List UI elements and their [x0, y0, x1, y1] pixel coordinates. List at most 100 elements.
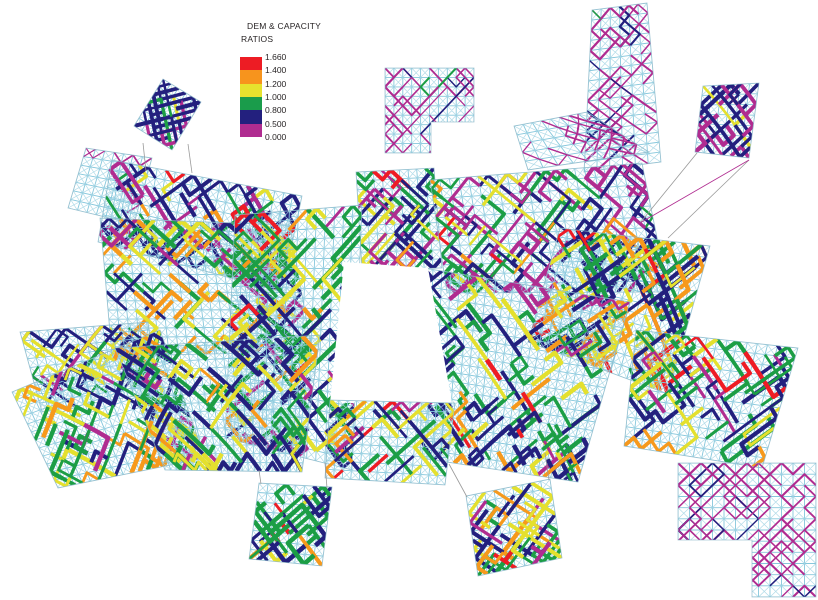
structural-member	[414, 249, 433, 270]
structural-member	[541, 423, 563, 452]
structural-member	[464, 215, 478, 237]
structural-member	[382, 196, 395, 217]
structural-member	[227, 321, 250, 342]
structural-member	[553, 339, 594, 357]
structural-member	[336, 407, 357, 420]
structural-member	[256, 540, 281, 562]
structural-member	[618, 15, 641, 46]
structural-member	[97, 423, 123, 481]
structural-member	[305, 206, 327, 230]
panel-right-mass	[528, 228, 710, 394]
structural-member	[186, 384, 208, 404]
structural-member	[301, 306, 324, 321]
structural-member	[621, 163, 648, 198]
structural-member	[115, 272, 143, 312]
structural-member	[123, 432, 150, 472]
panel-top-left-satellite	[134, 79, 201, 150]
structural-member	[542, 452, 578, 479]
structural-member	[521, 141, 568, 167]
structural-member	[133, 395, 148, 414]
structural-member	[575, 177, 601, 200]
structural-member	[356, 178, 376, 192]
panel-connector-line	[639, 159, 750, 224]
panel-connector-line	[142, 142, 147, 172]
structural-member	[510, 506, 547, 559]
structural-member	[148, 116, 179, 144]
structural-member	[628, 360, 664, 390]
structural-member	[288, 335, 320, 384]
structural-member	[154, 106, 198, 122]
structural-member	[486, 233, 524, 264]
structural-member	[358, 213, 396, 245]
structural-member	[722, 396, 784, 443]
structural-member	[704, 420, 730, 440]
structural-member	[234, 451, 263, 472]
structural-member	[176, 264, 200, 285]
structural-member	[500, 297, 541, 352]
structural-member	[649, 240, 676, 263]
structural-member	[678, 463, 714, 487]
structural-member	[401, 203, 430, 226]
structural-member	[252, 511, 285, 544]
structural-member	[410, 204, 441, 242]
structural-member	[643, 248, 659, 274]
structural-member	[428, 123, 474, 153]
structural-member	[326, 425, 356, 445]
structural-member	[477, 357, 508, 400]
structural-member	[507, 354, 529, 383]
structural-member	[251, 434, 282, 456]
structural-member	[393, 231, 442, 270]
structural-member	[578, 331, 603, 359]
structural-member	[265, 276, 307, 318]
structural-member	[57, 459, 84, 485]
structural-member	[564, 125, 587, 153]
structural-member	[104, 195, 122, 220]
structural-member	[437, 133, 474, 153]
structural-member	[511, 484, 546, 510]
structural-member	[180, 177, 213, 197]
structural-member	[572, 123, 580, 145]
structural-member	[419, 76, 474, 135]
structural-member	[60, 447, 117, 479]
structural-member	[422, 446, 448, 477]
structural-member	[162, 411, 198, 455]
structural-member	[232, 212, 255, 235]
structural-member	[167, 375, 204, 397]
structural-member	[571, 294, 596, 313]
structural-member	[327, 407, 348, 420]
structural-member	[509, 362, 535, 386]
structural-member	[746, 551, 794, 597]
structural-member	[528, 285, 550, 307]
structural-member	[701, 356, 753, 393]
structural-member	[131, 345, 157, 365]
structural-member	[586, 345, 607, 369]
structural-member	[393, 230, 434, 261]
structural-member	[474, 544, 495, 576]
structural-member	[199, 367, 221, 404]
structural-member	[437, 124, 466, 153]
structural-member	[297, 371, 315, 401]
structural-member	[231, 231, 253, 270]
structural-member	[684, 335, 715, 360]
structural-member	[153, 411, 173, 456]
structural-member	[161, 180, 175, 202]
structural-member	[252, 212, 281, 261]
structural-member	[281, 493, 305, 515]
structural-member	[599, 254, 627, 287]
structural-member	[660, 289, 699, 321]
structural-member	[237, 183, 275, 246]
panel-right-satellite	[695, 83, 759, 158]
structural-member	[463, 319, 483, 333]
structural-member	[248, 276, 270, 289]
structural-member	[720, 83, 756, 138]
structural-member	[41, 397, 75, 439]
structural-member	[81, 471, 100, 484]
structural-member	[290, 443, 304, 472]
structural-member	[746, 551, 794, 576]
structural-member	[667, 364, 693, 385]
structural-member	[149, 182, 184, 208]
structural-member	[678, 562, 714, 597]
structural-member	[177, 116, 192, 135]
structural-member	[385, 104, 413, 135]
panel-bottom-band	[325, 400, 455, 485]
